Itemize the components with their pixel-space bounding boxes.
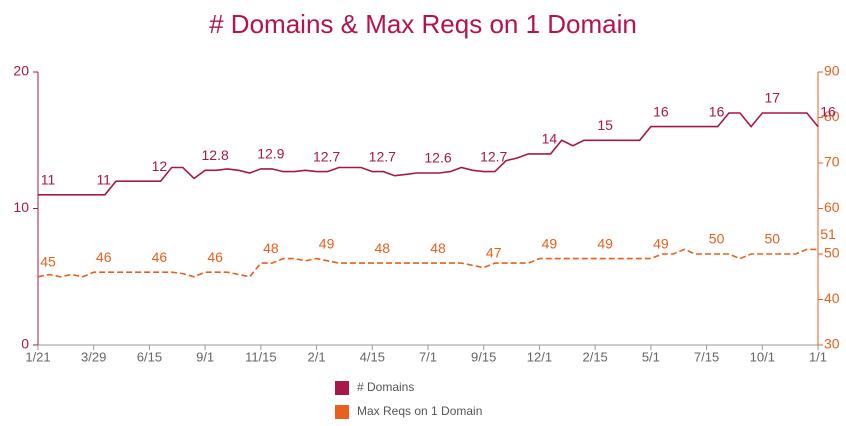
- x-tick-label: 4/15: [360, 349, 385, 364]
- x-tick-label: 5/1: [642, 349, 660, 364]
- data-label: 12.7: [369, 148, 396, 164]
- data-label: 16: [820, 103, 836, 119]
- legend-label: Max Reqs on 1 Domain: [357, 404, 482, 418]
- data-label: 48: [263, 240, 279, 256]
- x-tick-label: 12/1: [527, 349, 552, 364]
- data-label: 16: [653, 103, 669, 119]
- x-tick-label: 10/1: [750, 349, 775, 364]
- data-label: 51: [820, 226, 836, 242]
- data-label: 49: [542, 235, 558, 251]
- data-label: 14: [542, 131, 558, 147]
- x-tick-label: 9/15: [471, 349, 496, 364]
- y-tick-label: 20: [13, 63, 29, 79]
- data-label: 12.9: [257, 146, 284, 162]
- x-tick-label: 1/1: [809, 349, 827, 364]
- y2-tick-label: 50: [824, 245, 840, 261]
- legend-label: # Domains: [357, 380, 414, 394]
- x-tick-label: 1/21: [25, 349, 50, 364]
- x-tick-label: 11/15: [245, 349, 277, 364]
- x-tick-label: 3/29: [81, 349, 106, 364]
- chart-title: # Domains & Max Reqs on 1 Domain: [209, 9, 637, 39]
- data-label: 50: [764, 231, 780, 247]
- data-label: 12.7: [480, 148, 507, 164]
- x-tick-label: 9/1: [196, 349, 214, 364]
- y-tick-label: 0: [21, 336, 29, 352]
- data-label: 11: [41, 172, 56, 188]
- data-label: 46: [96, 249, 112, 265]
- legend-swatch: [335, 405, 349, 419]
- data-label: 50: [709, 231, 725, 247]
- data-label: 12.6: [424, 150, 451, 166]
- data-label: 45: [40, 253, 56, 269]
- data-label: 49: [319, 235, 335, 251]
- data-label: 49: [653, 235, 669, 251]
- y2-tick-label: 30: [824, 336, 840, 352]
- y2-tick-label: 60: [824, 199, 840, 215]
- y2-tick-label: 80: [824, 108, 840, 124]
- x-tick-label: 6/15: [137, 349, 162, 364]
- x-tick-label: 2/15: [582, 349, 607, 364]
- data-label: 48: [430, 240, 446, 256]
- data-label: 48: [374, 240, 390, 256]
- x-tick-label: 2/1: [308, 349, 326, 364]
- legend-swatch: [335, 381, 349, 395]
- data-label: 11: [96, 172, 111, 188]
- data-label: 47: [486, 244, 502, 260]
- data-label: 15: [597, 117, 613, 133]
- data-label: 17: [764, 90, 780, 106]
- data-label: 12.8: [202, 147, 229, 163]
- y2-tick-label: 90: [824, 63, 840, 79]
- data-label: 12.7: [313, 148, 340, 164]
- y-tick-label: 10: [13, 199, 29, 215]
- series-line: [38, 112, 819, 196]
- data-label: 12: [152, 158, 168, 174]
- x-tick-label: 7/15: [694, 349, 719, 364]
- x-tick-label: 7/1: [419, 349, 437, 364]
- series-line: [37, 248, 818, 278]
- y2-tick-label: 40: [824, 290, 840, 306]
- data-label: 46: [152, 249, 168, 265]
- data-label: 49: [597, 235, 613, 251]
- y2-tick-label: 70: [824, 154, 840, 170]
- data-label: 46: [207, 249, 223, 265]
- data-label: 16: [709, 103, 725, 119]
